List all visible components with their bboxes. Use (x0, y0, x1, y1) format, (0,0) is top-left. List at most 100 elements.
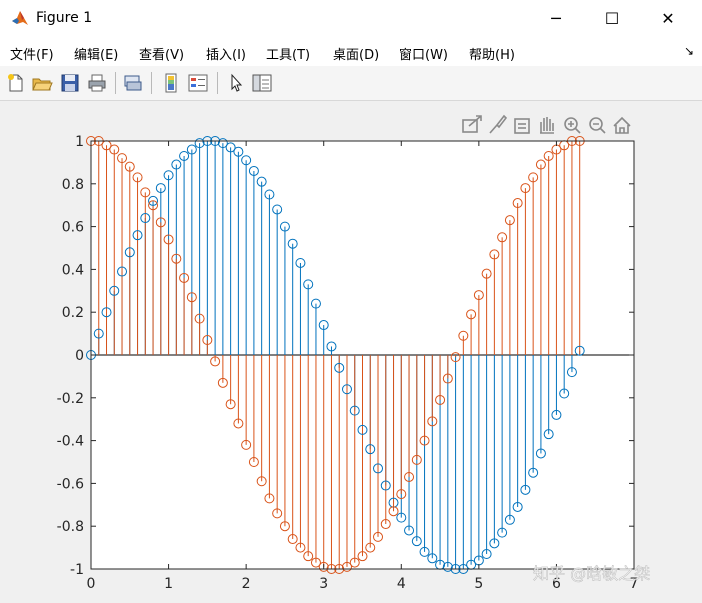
stem-marker[interactable] (427, 416, 438, 427)
stem-marker[interactable] (117, 153, 128, 164)
stem-marker[interactable] (93, 328, 104, 339)
stem-marker[interactable] (574, 345, 585, 356)
brush-icon[interactable] (489, 114, 508, 134)
stem-marker[interactable] (264, 189, 275, 200)
stem-marker[interactable] (148, 195, 159, 206)
stem-marker[interactable] (373, 463, 384, 474)
stem-marker[interactable] (497, 527, 508, 538)
stem-marker[interactable] (341, 561, 352, 572)
menu-file[interactable]: 文件(F) (10, 48, 54, 63)
stem-marker[interactable] (186, 144, 197, 155)
home-icon[interactable] (613, 116, 631, 134)
stem-marker[interactable] (256, 176, 267, 187)
stem-marker[interactable] (248, 165, 259, 176)
print-preview-icon[interactable] (122, 72, 144, 94)
stem-marker[interactable] (427, 553, 438, 564)
stem-marker[interactable] (435, 394, 446, 405)
stem-marker[interactable] (117, 266, 128, 277)
stem-marker[interactable] (155, 183, 166, 194)
menu-desktop[interactable]: 桌面(D) (333, 48, 380, 63)
stem-marker[interactable] (124, 161, 135, 172)
stem-marker[interactable] (318, 561, 329, 572)
stem-marker[interactable] (217, 377, 228, 388)
export-icon[interactable] (462, 115, 482, 133)
stem-marker[interactable] (210, 356, 221, 367)
stem-marker[interactable] (334, 362, 345, 373)
stem-marker[interactable] (380, 480, 391, 491)
maximize-button[interactable]: ☐ (604, 9, 620, 28)
stem-marker[interactable] (357, 551, 368, 562)
stem-marker[interactable] (310, 557, 321, 568)
stem-marker[interactable] (504, 215, 515, 226)
stem-marker[interactable] (388, 506, 399, 517)
stem-marker[interactable] (373, 531, 384, 542)
stem-marker[interactable] (194, 313, 205, 324)
stem-marker[interactable] (318, 320, 329, 331)
stem-marker[interactable] (148, 200, 159, 211)
stem-marker[interactable] (442, 373, 453, 384)
stem-marker[interactable] (481, 268, 492, 279)
new-figure-icon[interactable] (5, 72, 27, 94)
stem-marker[interactable] (132, 230, 143, 241)
stem-marker[interactable] (365, 542, 376, 553)
stem-marker[interactable] (535, 448, 546, 459)
stem-marker[interactable] (295, 257, 306, 268)
stem-marker[interactable] (473, 290, 484, 301)
stem-marker[interactable] (186, 292, 197, 303)
insert-colorbar-icon[interactable] (160, 72, 182, 94)
stem-marker[interactable] (326, 341, 337, 352)
stem-marker[interactable] (349, 557, 360, 568)
stem-marker[interactable] (202, 335, 213, 346)
stem-marker[interactable] (520, 484, 531, 495)
stem-marker[interactable] (124, 247, 135, 258)
menu-help[interactable]: 帮助(H) (469, 48, 515, 63)
stem-marker[interactable] (303, 551, 314, 562)
menu-edit[interactable]: 编辑(E) (74, 48, 119, 63)
stem-marker[interactable] (419, 435, 430, 446)
stem-marker[interactable] (411, 454, 422, 465)
stem-marker[interactable] (109, 144, 120, 155)
open-file-icon[interactable] (31, 72, 53, 94)
stem-marker[interactable] (559, 388, 570, 399)
stem-marker[interactable] (535, 159, 546, 170)
zoom-out-icon[interactable] (589, 117, 606, 134)
stem-marker[interactable] (357, 424, 368, 435)
stem-marker[interactable] (303, 279, 314, 290)
stem-marker[interactable] (225, 142, 236, 153)
pointer-icon[interactable] (225, 72, 247, 94)
stem-marker[interactable] (310, 298, 321, 309)
stem-marker[interactable] (512, 501, 523, 512)
stem-marker[interactable] (163, 170, 174, 181)
stem-marker[interactable] (442, 561, 453, 572)
pan-icon[interactable] (540, 117, 554, 134)
zoom-in-icon[interactable] (564, 117, 581, 134)
stem-marker[interactable] (233, 146, 244, 157)
insert-legend-icon[interactable] (187, 72, 209, 94)
dock-arrow-icon[interactable]: ↘ (683, 44, 694, 58)
stem-marker[interactable] (155, 217, 166, 228)
stem-marker[interactable] (396, 489, 407, 500)
stem-marker[interactable] (109, 285, 120, 296)
stem-marker[interactable] (341, 384, 352, 395)
stem-marker[interactable] (287, 238, 298, 249)
stem-marker[interactable] (458, 330, 469, 341)
menu-tools[interactable]: 工具(T) (266, 48, 311, 63)
stem-marker[interactable] (528, 172, 539, 183)
stem-marker[interactable] (380, 519, 391, 530)
stem-marker[interactable] (411, 536, 422, 547)
stem-marker[interactable] (194, 138, 205, 149)
stem-marker[interactable] (551, 409, 562, 420)
stem-marker[interactable] (225, 399, 236, 410)
stem-marker[interactable] (233, 418, 244, 429)
menu-window[interactable]: 窗口(W) (399, 48, 448, 63)
stem-marker[interactable] (101, 307, 112, 318)
stem-marker[interactable] (489, 249, 500, 260)
stem-marker[interactable] (264, 493, 275, 504)
stem-marker[interactable] (466, 309, 477, 320)
stem-marker[interactable] (272, 204, 283, 215)
stem-marker[interactable] (419, 546, 430, 557)
stem-marker[interactable] (450, 352, 461, 363)
stem-marker[interactable] (140, 187, 151, 198)
stem-marker[interactable] (272, 508, 283, 519)
stem-marker[interactable] (481, 549, 492, 560)
